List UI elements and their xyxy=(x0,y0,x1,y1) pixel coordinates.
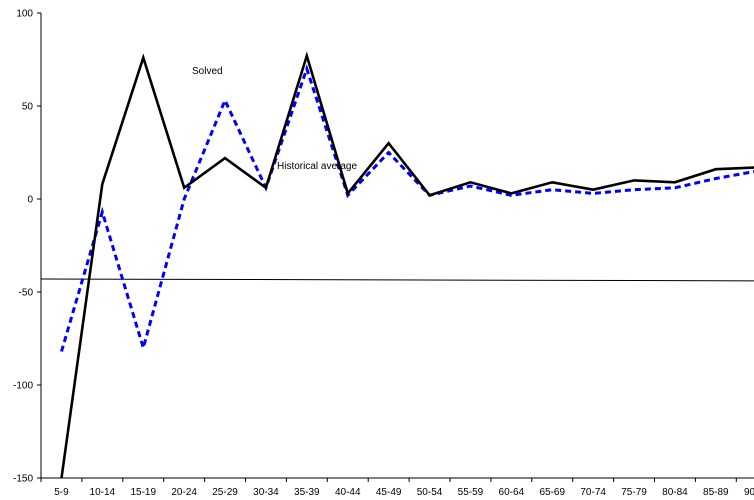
y-axis: -150 -100 -50 0 50 100 xyxy=(13,9,42,485)
x-tick-label: 65-69 xyxy=(539,487,565,498)
x-tick-label: 85-89 xyxy=(703,487,729,498)
x-tick-label: 60-64 xyxy=(499,487,525,498)
reference-line-group xyxy=(40,278,754,282)
x-tick-label: 50-54 xyxy=(417,487,443,498)
x-tick-label: 10-14 xyxy=(90,487,116,498)
x-tick-label: 70-74 xyxy=(580,487,606,498)
x-tick-label: 15-19 xyxy=(130,487,156,498)
series-label-historical-average: Historical average xyxy=(277,161,357,172)
reference-line xyxy=(40,278,754,282)
x-tick-label: 20-24 xyxy=(171,487,197,498)
x-tick-label: 80-84 xyxy=(662,487,688,498)
series-label-solved: Solved xyxy=(192,66,223,77)
y-tick-label: -50 xyxy=(19,288,34,299)
x-axis: 5-9 10-14 15-19 20-24 25-29 30-34 35-39 40-44 45… xyxy=(40,477,754,498)
y-tick-label: -150 xyxy=(13,474,33,485)
y-tick-label: -100 xyxy=(13,381,33,392)
y-tick-label: 50 xyxy=(22,102,34,113)
x-tick-label: 75-79 xyxy=(621,487,647,498)
series-lines xyxy=(60,51,754,479)
series-line-solved xyxy=(60,51,754,479)
x-tick-label: 40-44 xyxy=(335,487,361,498)
x-tick-label: 5-9 xyxy=(54,487,69,498)
series-line-historical-average xyxy=(60,64,754,354)
x-tick-label: 45-49 xyxy=(376,487,402,498)
x-tick-label: 30-34 xyxy=(253,487,279,498)
x-tick-label: 25-29 xyxy=(212,487,238,498)
y-tick-label: 0 xyxy=(27,195,33,206)
x-tick-label: 90-94 xyxy=(744,487,754,498)
y-tick-label: 100 xyxy=(16,9,33,20)
x-tick-label: 55-59 xyxy=(458,487,484,498)
x-tick-label: 35-39 xyxy=(294,487,320,498)
